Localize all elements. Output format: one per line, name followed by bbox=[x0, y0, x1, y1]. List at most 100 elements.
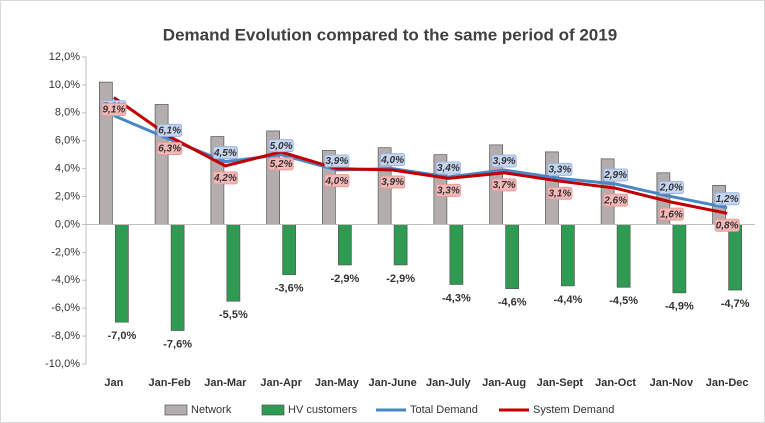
y-tick-label: 8,0% bbox=[55, 107, 80, 119]
data-label: -4,7% bbox=[721, 298, 750, 310]
data-label: 3,9% bbox=[493, 156, 516, 167]
y-tick-label: -8,0% bbox=[51, 330, 80, 342]
legend-label: HV customers bbox=[288, 404, 358, 416]
data-label-box bbox=[658, 181, 684, 195]
data-label: -2,9% bbox=[386, 273, 415, 285]
x-tick-label: Jan-Nov bbox=[650, 377, 694, 389]
data-label: -4,6% bbox=[498, 297, 527, 309]
data-label: -4,4% bbox=[554, 294, 583, 306]
data-label-group: 4,5% bbox=[212, 146, 238, 160]
data-label-box bbox=[212, 146, 238, 160]
y-tick-label: 12,0% bbox=[49, 51, 80, 63]
data-label: 2,0% bbox=[659, 183, 683, 194]
data-label-group: 3,1% bbox=[547, 186, 573, 200]
data-label-box bbox=[157, 123, 183, 137]
data-label: 3,3% bbox=[437, 186, 460, 197]
y-tick-label: 4,0% bbox=[55, 163, 80, 175]
data-label: 2,9% bbox=[603, 170, 627, 181]
data-label-box bbox=[714, 218, 740, 232]
data-label: 9,1% bbox=[102, 105, 125, 116]
data-label: 3,7% bbox=[493, 180, 516, 191]
x-tick-label: Jan-Dec bbox=[706, 377, 749, 389]
data-label: -4,9% bbox=[665, 301, 694, 313]
y-tick-label: -4,0% bbox=[51, 274, 80, 286]
data-label: 5,0% bbox=[270, 141, 293, 152]
data-label-box bbox=[212, 171, 238, 185]
bar bbox=[728, 224, 742, 291]
bar bbox=[672, 224, 687, 294]
data-label: 6,1% bbox=[158, 125, 181, 136]
x-tick-label: Jan-May bbox=[315, 377, 360, 389]
x-tick-label: Jan-July bbox=[426, 377, 472, 389]
y-tick-label: -6,0% bbox=[51, 302, 80, 314]
legend-label: Total Demand bbox=[410, 404, 478, 416]
x-tick-label: Jan-Apr bbox=[260, 377, 302, 389]
legend-swatch bbox=[164, 404, 188, 416]
bar bbox=[170, 224, 185, 331]
y-tick-label: 2,0% bbox=[55, 190, 80, 202]
data-label-group: 9,1% bbox=[101, 102, 127, 116]
data-label: 2,6% bbox=[603, 195, 627, 206]
data-label-group: 2,9% bbox=[603, 168, 629, 182]
data-label-box bbox=[268, 157, 294, 171]
data-label-box bbox=[435, 161, 461, 175]
data-label: 3,1% bbox=[548, 188, 571, 199]
y-tick-label: 10,0% bbox=[49, 79, 80, 91]
data-label-box bbox=[603, 193, 629, 207]
data-label-group: 1,2% bbox=[714, 192, 740, 206]
data-label-group: 3,9% bbox=[324, 154, 350, 168]
bar bbox=[226, 224, 241, 302]
data-label: 3,9% bbox=[325, 156, 348, 167]
data-label-group: 1,6% bbox=[658, 207, 684, 221]
data-label: 1,2% bbox=[716, 194, 739, 205]
legend-label: Network bbox=[191, 404, 232, 416]
x-tick-label: Jan-Sept bbox=[537, 377, 584, 389]
data-label-box bbox=[380, 175, 406, 189]
bar bbox=[338, 224, 352, 266]
data-label: -5,5% bbox=[219, 309, 248, 321]
bar bbox=[505, 224, 519, 289]
data-label-box bbox=[491, 178, 517, 192]
x-tick-label: Jan-June bbox=[368, 377, 416, 389]
bar bbox=[154, 104, 169, 225]
data-label: 5,2% bbox=[270, 159, 293, 170]
data-label-group: 5,0% bbox=[268, 139, 294, 153]
y-tick-label: 6,0% bbox=[55, 135, 80, 147]
data-label-group: 6,1% bbox=[157, 123, 183, 137]
legend-label: System Demand bbox=[533, 404, 614, 416]
data-label-group: 4,2% bbox=[212, 171, 238, 185]
x-tick-label: Jan-Mar bbox=[204, 377, 247, 389]
data-label-group: 3,3% bbox=[547, 162, 573, 176]
data-label-group: 4,0% bbox=[380, 153, 406, 167]
data-label-box bbox=[714, 192, 740, 206]
data-label-box bbox=[435, 183, 461, 197]
data-label-group: 0,8% bbox=[714, 218, 740, 232]
data-label-box bbox=[547, 162, 573, 176]
data-label-group: 4,0% bbox=[324, 174, 350, 188]
data-label-box bbox=[324, 174, 350, 188]
x-tick-label: Jan-Feb bbox=[149, 377, 191, 389]
bar bbox=[449, 224, 464, 285]
data-label-box bbox=[380, 153, 406, 167]
data-label: 4,0% bbox=[380, 155, 404, 166]
data-label-box bbox=[268, 139, 294, 153]
y-tick-label: 0,0% bbox=[55, 218, 80, 230]
data-label: 6,3% bbox=[158, 144, 181, 155]
data-label: 4,0% bbox=[324, 176, 348, 187]
data-label: -7,6% bbox=[163, 338, 192, 350]
x-tick-label: Jan-Oct bbox=[595, 377, 636, 389]
data-label: 1,6% bbox=[660, 209, 683, 220]
data-label-group: 3,9% bbox=[491, 154, 517, 168]
bar bbox=[115, 224, 129, 323]
data-label-box bbox=[603, 168, 629, 182]
data-label-box bbox=[547, 186, 573, 200]
data-label-box bbox=[491, 154, 517, 168]
data-label-group: 2,6% bbox=[603, 193, 629, 207]
data-label-box bbox=[157, 142, 183, 156]
bar bbox=[282, 224, 296, 276]
data-label-group: 3,9% bbox=[380, 175, 406, 189]
x-tick-label: Jan bbox=[104, 377, 123, 389]
data-label: -2,9% bbox=[331, 273, 360, 285]
data-label-box bbox=[101, 102, 127, 116]
data-label-group: 3,7% bbox=[491, 178, 517, 192]
